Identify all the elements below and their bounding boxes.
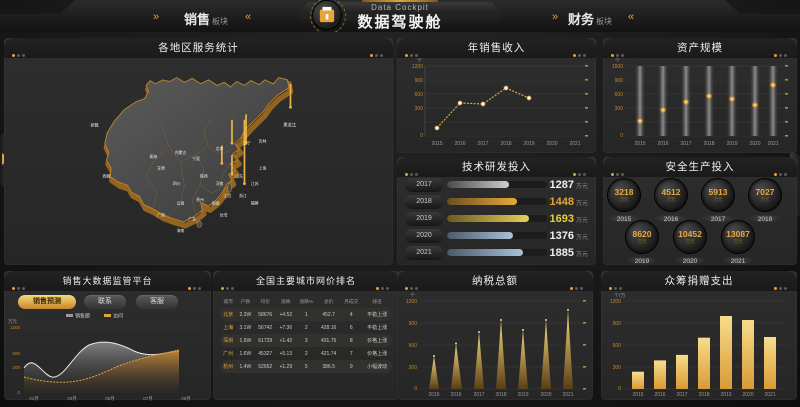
svg-text:2021: 2021	[764, 392, 775, 398]
svg-text:300: 300	[613, 365, 622, 371]
svg-text:05月: 05月	[105, 396, 115, 401]
svg-text:辽宁: 辽宁	[243, 141, 251, 146]
svg-text:广西: 广西	[157, 212, 165, 217]
svg-text:1200: 1200	[10, 325, 21, 330]
svg-text:2019: 2019	[720, 392, 731, 398]
svg-text:浙江: 浙江	[239, 193, 247, 198]
svg-text:台湾: 台湾	[220, 212, 228, 217]
svg-text:0: 0	[414, 386, 417, 392]
svg-text:贵州: 贵州	[196, 197, 204, 202]
svg-text:2019: 2019	[726, 141, 737, 147]
svg-text:03月: 03月	[67, 396, 77, 401]
svg-text:600: 600	[12, 351, 20, 356]
svg-text:0: 0	[620, 133, 623, 139]
svg-text:0: 0	[618, 386, 621, 392]
svg-text:2019: 2019	[523, 141, 534, 147]
svg-text:600: 600	[615, 92, 624, 98]
svg-text:300: 300	[415, 106, 424, 112]
svg-text:2015: 2015	[634, 141, 645, 147]
svg-text:2018: 2018	[500, 141, 511, 147]
svg-text:09月: 09月	[181, 396, 191, 401]
svg-text:上海: 上海	[259, 166, 267, 171]
svg-text:西藏: 西藏	[103, 173, 111, 178]
svg-text:600: 600	[415, 92, 424, 98]
svg-text:个/万: 个/万	[614, 293, 625, 299]
svg-text:2015: 2015	[428, 392, 439, 398]
svg-text:2018: 2018	[495, 392, 506, 398]
svg-text:07月: 07月	[143, 396, 153, 401]
svg-text:陕西: 陕西	[200, 173, 208, 178]
svg-text:2020: 2020	[546, 141, 557, 147]
svg-text:海南: 海南	[177, 228, 185, 233]
svg-text:2016: 2016	[450, 392, 461, 398]
svg-text:销售额: 销售额	[75, 313, 90, 320]
svg-text:200: 200	[12, 365, 20, 370]
svg-text:600: 600	[613, 343, 622, 349]
svg-text:2017: 2017	[676, 392, 687, 398]
svg-text:访问: 访问	[113, 313, 123, 320]
svg-text:湖南: 湖南	[212, 201, 220, 206]
svg-text:新疆: 新疆	[91, 123, 99, 128]
svg-text:1500: 1500	[612, 64, 623, 70]
svg-text:宁夏: 宁夏	[192, 156, 200, 161]
svg-text:个: 个	[417, 58, 422, 64]
svg-text:2018: 2018	[703, 141, 714, 147]
svg-text:1200: 1200	[406, 299, 417, 305]
svg-text:1200: 1200	[412, 64, 423, 70]
svg-text:江苏: 江苏	[251, 181, 259, 186]
svg-text:2017: 2017	[477, 141, 488, 147]
svg-text:1200: 1200	[610, 299, 621, 305]
svg-text:0: 0	[420, 133, 423, 139]
svg-text:2015: 2015	[632, 392, 643, 398]
svg-text:2021: 2021	[569, 141, 580, 147]
svg-text:甘肃: 甘肃	[157, 166, 165, 171]
svg-text:广东: 广东	[188, 216, 196, 221]
svg-text:个: 个	[615, 58, 620, 64]
svg-text:江西: 江西	[223, 193, 231, 198]
svg-text:2019: 2019	[517, 392, 528, 398]
svg-text:300: 300	[615, 106, 624, 112]
svg-text:900: 900	[415, 78, 424, 84]
svg-text:900: 900	[409, 321, 418, 327]
svg-text:0: 0	[17, 390, 20, 395]
svg-text:2015: 2015	[431, 141, 442, 147]
svg-text:01月: 01月	[29, 396, 39, 401]
svg-text:四川: 四川	[173, 181, 181, 186]
svg-text:2017: 2017	[680, 141, 691, 147]
svg-text:2016: 2016	[657, 141, 668, 147]
svg-text:2020: 2020	[749, 141, 760, 147]
svg-text:2016: 2016	[454, 141, 465, 147]
svg-text:2020: 2020	[742, 392, 753, 398]
svg-text:900: 900	[615, 78, 624, 84]
svg-text:云南: 云南	[177, 201, 185, 206]
svg-text:吉林: 吉林	[259, 138, 267, 143]
svg-text:2021: 2021	[767, 141, 778, 147]
svg-text:2020: 2020	[540, 392, 551, 398]
svg-text:山东: 山东	[235, 173, 243, 178]
svg-text:2017: 2017	[473, 392, 484, 398]
svg-text:2018: 2018	[698, 392, 709, 398]
svg-text:900: 900	[613, 321, 622, 327]
svg-text:300: 300	[409, 365, 418, 371]
svg-text:2016: 2016	[654, 392, 665, 398]
svg-text:河南: 河南	[216, 181, 224, 186]
svg-text:2021: 2021	[562, 392, 573, 398]
svg-text:个: 个	[410, 293, 415, 299]
svg-text:内蒙古: 内蒙古	[175, 150, 187, 155]
svg-text:600: 600	[409, 343, 418, 349]
svg-text:北京: 北京	[216, 146, 224, 151]
svg-text:黑龙江: 黑龙江	[283, 122, 297, 129]
svg-text:青海: 青海	[149, 154, 157, 159]
svg-text:福建: 福建	[251, 201, 259, 206]
